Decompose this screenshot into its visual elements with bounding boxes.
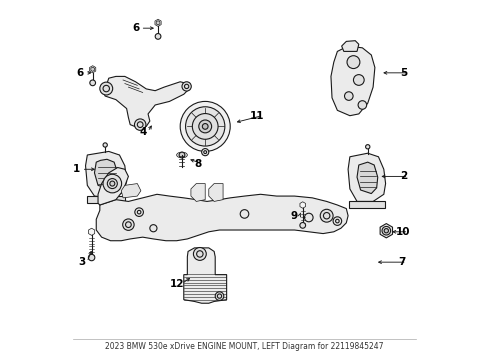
- Text: 2023 BMW 530e xDrive ENGINE MOUNT, LEFT Diagram for 22119845247: 2023 BMW 530e xDrive ENGINE MOUNT, LEFT …: [105, 342, 383, 351]
- Polygon shape: [348, 201, 384, 208]
- Circle shape: [193, 248, 206, 260]
- Polygon shape: [91, 67, 94, 71]
- Polygon shape: [347, 153, 385, 202]
- Circle shape: [100, 82, 112, 95]
- Polygon shape: [299, 202, 305, 208]
- Polygon shape: [98, 167, 128, 205]
- Polygon shape: [379, 224, 392, 238]
- Circle shape: [134, 119, 145, 130]
- Circle shape: [122, 219, 134, 230]
- Polygon shape: [183, 248, 226, 303]
- Circle shape: [90, 80, 95, 86]
- Text: 12: 12: [169, 279, 183, 289]
- Polygon shape: [96, 194, 347, 241]
- Circle shape: [192, 113, 218, 139]
- Polygon shape: [102, 76, 189, 128]
- Text: 10: 10: [395, 227, 410, 237]
- Circle shape: [344, 92, 352, 100]
- Circle shape: [381, 226, 390, 235]
- Text: 5: 5: [399, 68, 406, 78]
- Circle shape: [215, 292, 224, 300]
- Polygon shape: [94, 159, 118, 189]
- Polygon shape: [155, 19, 161, 26]
- Circle shape: [149, 225, 157, 232]
- Circle shape: [365, 145, 369, 149]
- Text: 7: 7: [397, 257, 405, 267]
- Circle shape: [135, 208, 143, 216]
- Polygon shape: [156, 21, 160, 25]
- Circle shape: [353, 75, 364, 85]
- Circle shape: [299, 222, 305, 228]
- Polygon shape: [88, 228, 95, 235]
- Circle shape: [179, 152, 184, 158]
- Circle shape: [155, 33, 161, 39]
- Circle shape: [103, 143, 107, 147]
- Text: 2: 2: [399, 171, 406, 181]
- Polygon shape: [356, 162, 377, 194]
- Ellipse shape: [176, 152, 187, 158]
- Circle shape: [110, 181, 115, 186]
- Polygon shape: [89, 66, 96, 73]
- Circle shape: [357, 101, 366, 109]
- Text: 6: 6: [77, 68, 83, 78]
- Text: 9: 9: [290, 211, 298, 221]
- Polygon shape: [85, 152, 126, 198]
- Text: 1: 1: [73, 164, 80, 174]
- Circle shape: [332, 217, 341, 225]
- Circle shape: [346, 56, 359, 68]
- Circle shape: [198, 120, 211, 133]
- Text: 4: 4: [139, 127, 146, 137]
- Polygon shape: [341, 41, 358, 51]
- Circle shape: [180, 102, 230, 152]
- Circle shape: [320, 209, 332, 222]
- Circle shape: [384, 229, 387, 233]
- Circle shape: [304, 213, 312, 222]
- Circle shape: [88, 254, 95, 261]
- Circle shape: [182, 82, 191, 91]
- Circle shape: [201, 149, 208, 156]
- Circle shape: [202, 123, 207, 129]
- Text: 11: 11: [249, 111, 264, 121]
- Polygon shape: [208, 184, 223, 202]
- Text: 8: 8: [194, 159, 201, 169]
- Circle shape: [103, 174, 122, 193]
- Circle shape: [185, 107, 224, 146]
- Polygon shape: [121, 184, 141, 198]
- Text: 3: 3: [78, 257, 85, 267]
- Text: 6: 6: [132, 23, 139, 33]
- Polygon shape: [330, 46, 374, 116]
- Circle shape: [240, 210, 248, 218]
- Polygon shape: [87, 196, 124, 203]
- Polygon shape: [190, 184, 205, 202]
